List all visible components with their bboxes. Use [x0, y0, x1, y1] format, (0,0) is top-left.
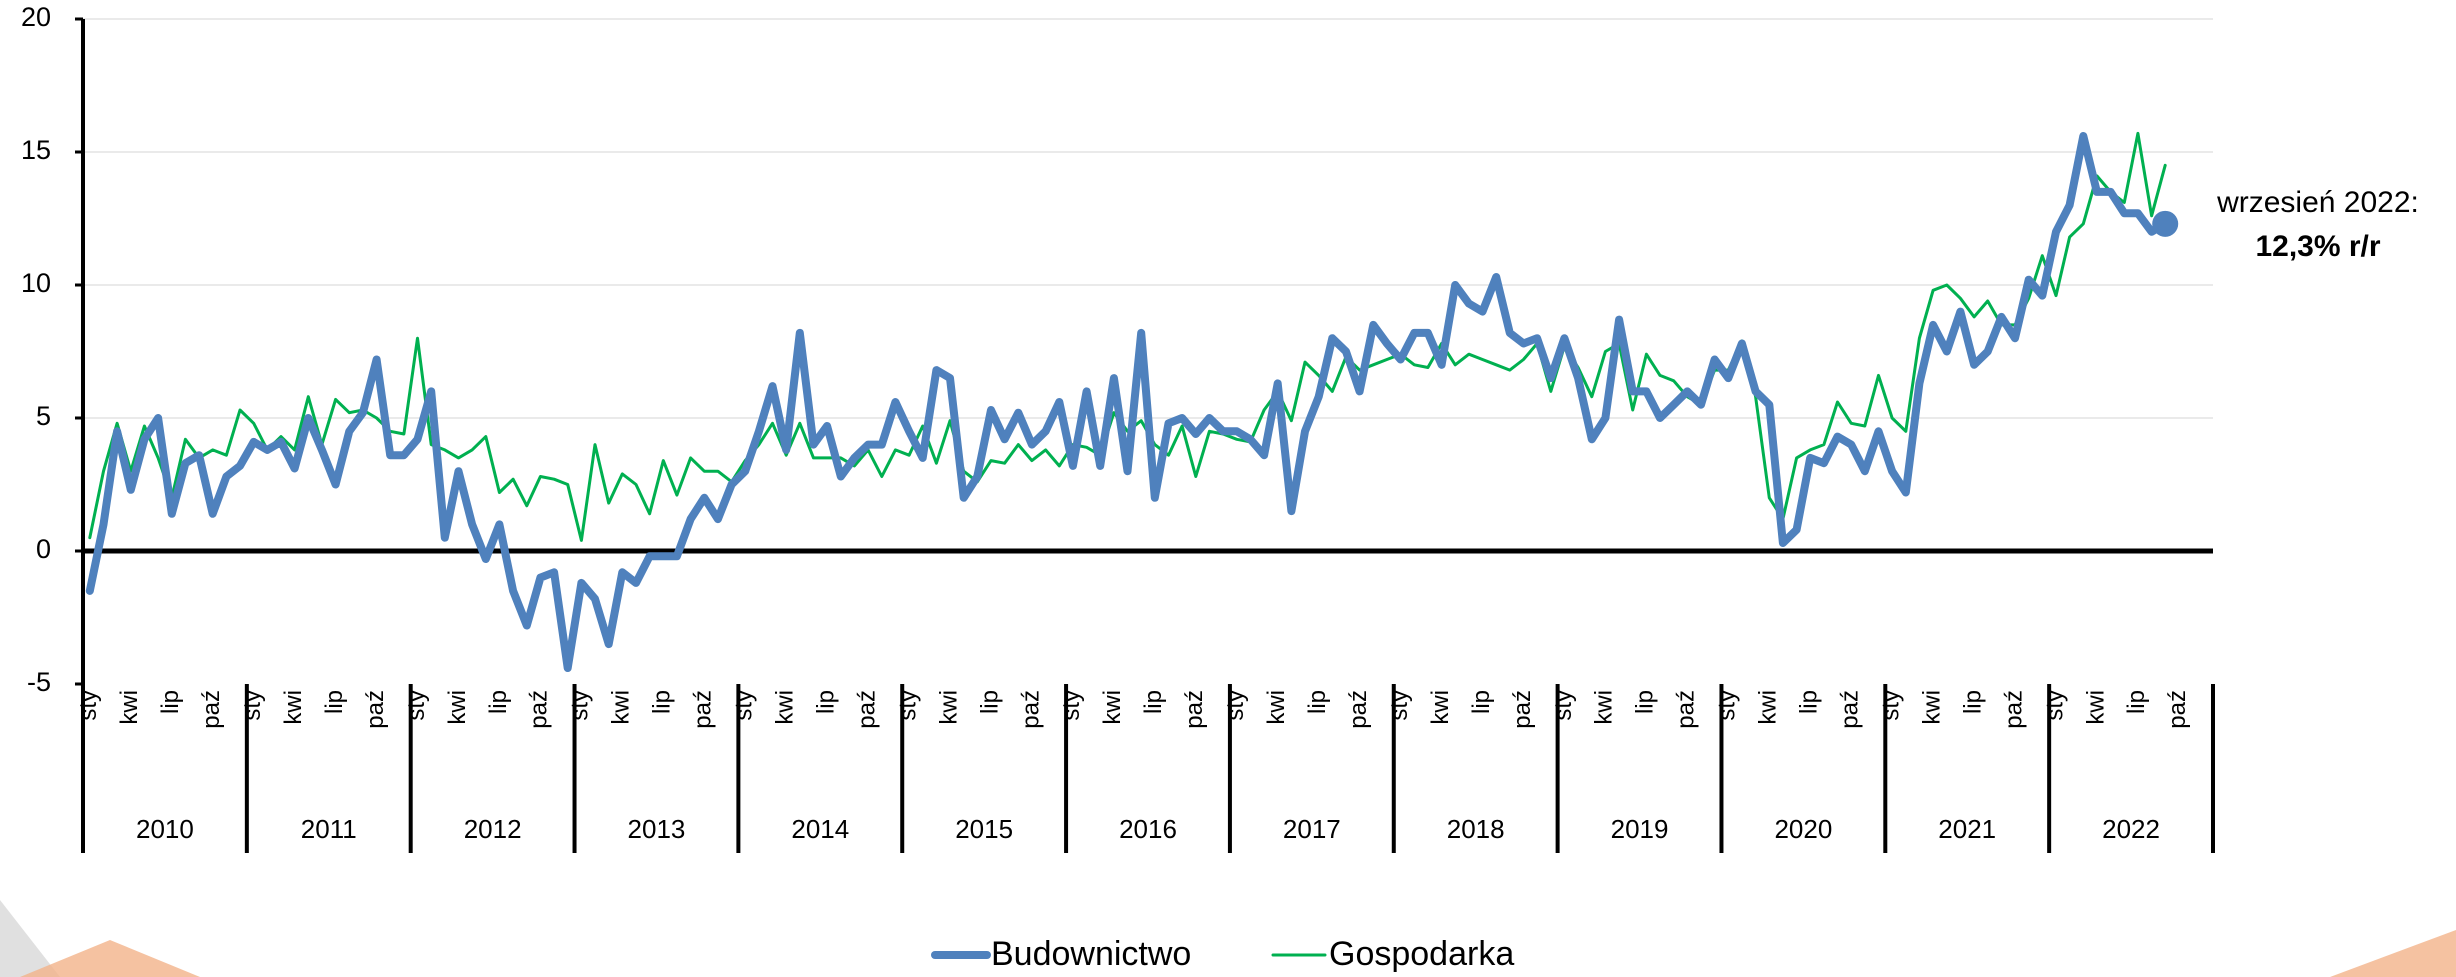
x-tick-label: kwi — [1263, 690, 1290, 725]
year-label: 2016 — [1119, 814, 1177, 844]
year-label: 2019 — [1611, 814, 1669, 844]
year-label: 2017 — [1283, 814, 1341, 844]
year-label: 2015 — [955, 814, 1013, 844]
y-tick-label: -5 — [27, 667, 51, 697]
x-tick-label: paź — [853, 690, 880, 729]
x-tick-label: kwi — [444, 690, 471, 725]
y-tick-label: 10 — [21, 268, 51, 298]
x-tick-label: lip — [976, 690, 1003, 714]
x-tick-label: lip — [1468, 690, 1495, 714]
x-tick-label: sty — [403, 690, 430, 721]
x-tick-label: paź — [2000, 690, 2027, 729]
x-tick-label: sty — [1877, 690, 1904, 721]
x-tick-label: paź — [1673, 690, 1700, 729]
year-label: 2020 — [1774, 814, 1832, 844]
x-tick-label: paź — [690, 690, 717, 729]
series-line — [90, 133, 2165, 540]
x-tick-label: paź — [1509, 690, 1536, 729]
x-tick-label: sty — [1222, 690, 1249, 721]
legend-label: Budownictwo — [991, 935, 1191, 973]
x-tick-label: kwi — [1755, 690, 1782, 725]
x-tick-label: sty — [75, 690, 102, 721]
y-tick-label: 20 — [21, 2, 51, 32]
x-tick-label: paź — [526, 690, 553, 729]
legend-label: Gospodarka — [1329, 935, 1514, 973]
y-tick-label: 15 — [21, 135, 51, 165]
x-tick-label: paź — [1017, 690, 1044, 729]
annotation: 12,3% r/r — [2255, 230, 2380, 263]
y-tick-label: 0 — [36, 534, 51, 564]
year-label: 2010 — [136, 814, 194, 844]
x-tick-label: lip — [649, 690, 676, 714]
x-tick-label: sty — [1550, 690, 1577, 721]
x-tick-label: sty — [1714, 690, 1741, 721]
x-tick-label: paź — [198, 690, 225, 729]
x-tick-label: kwi — [280, 690, 307, 725]
x-tick-label: sty — [1386, 690, 1413, 721]
x-tick-label: paź — [362, 690, 389, 729]
x-tick-label: lip — [1140, 690, 1167, 714]
x-tick-label: sty — [567, 690, 594, 721]
x-tick-label: lip — [157, 690, 184, 714]
x-tick-label: kwi — [772, 690, 799, 725]
x-tick-label: sty — [894, 690, 921, 721]
end-marker — [2152, 211, 2178, 237]
year-label: 2022 — [2102, 814, 2160, 844]
series-line — [90, 136, 2165, 668]
x-tick-label: lip — [1304, 690, 1331, 714]
x-tick-label: sty — [239, 690, 266, 721]
x-tick-label: kwi — [1099, 690, 1126, 725]
decoration — [20, 940, 200, 977]
year-label: 2012 — [464, 814, 522, 844]
year-label: 2018 — [1447, 814, 1505, 844]
x-tick-label: kwi — [935, 690, 962, 725]
decoration — [2330, 930, 2456, 977]
x-tick-label: kwi — [608, 690, 635, 725]
x-tick-label: paź — [1181, 690, 1208, 729]
year-label: 2014 — [791, 814, 849, 844]
year-label: 2021 — [1938, 814, 1996, 844]
x-tick-label: kwi — [1918, 690, 1945, 725]
year-label: 2013 — [628, 814, 686, 844]
y-tick-label: 5 — [36, 401, 51, 431]
x-tick-label: paź — [1345, 690, 1372, 729]
x-tick-label: kwi — [1427, 690, 1454, 725]
x-tick-label: lip — [1959, 690, 1986, 714]
x-tick-label: lip — [2123, 690, 2150, 714]
x-tick-label: kwi — [2082, 690, 2109, 725]
x-tick-label: sty — [1058, 690, 1085, 721]
x-tick-label: lip — [1632, 690, 1659, 714]
annotation: wrzesień 2022: — [2216, 186, 2419, 219]
x-tick-label: paź — [1837, 690, 1864, 729]
x-tick-label: lip — [1796, 690, 1823, 714]
x-tick-label: sty — [2041, 690, 2068, 721]
x-tick-label: lip — [321, 690, 348, 714]
x-tick-label: kwi — [1591, 690, 1618, 725]
year-label: 2011 — [301, 814, 357, 844]
x-tick-label: paź — [2164, 690, 2191, 729]
chart: -505101520stykwilippaźstykwilippaźstykwi… — [0, 0, 2456, 977]
x-tick-label: kwi — [116, 690, 143, 725]
x-tick-label: lip — [812, 690, 839, 714]
x-tick-label: sty — [731, 690, 758, 721]
x-tick-label: lip — [485, 690, 512, 714]
